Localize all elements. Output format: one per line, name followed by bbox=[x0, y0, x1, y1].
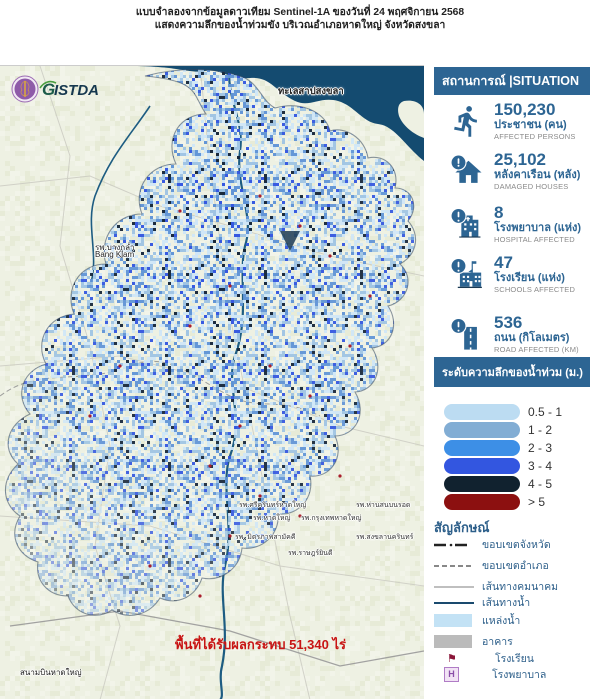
svg-text:ISTDA: ISTDA bbox=[54, 82, 99, 99]
